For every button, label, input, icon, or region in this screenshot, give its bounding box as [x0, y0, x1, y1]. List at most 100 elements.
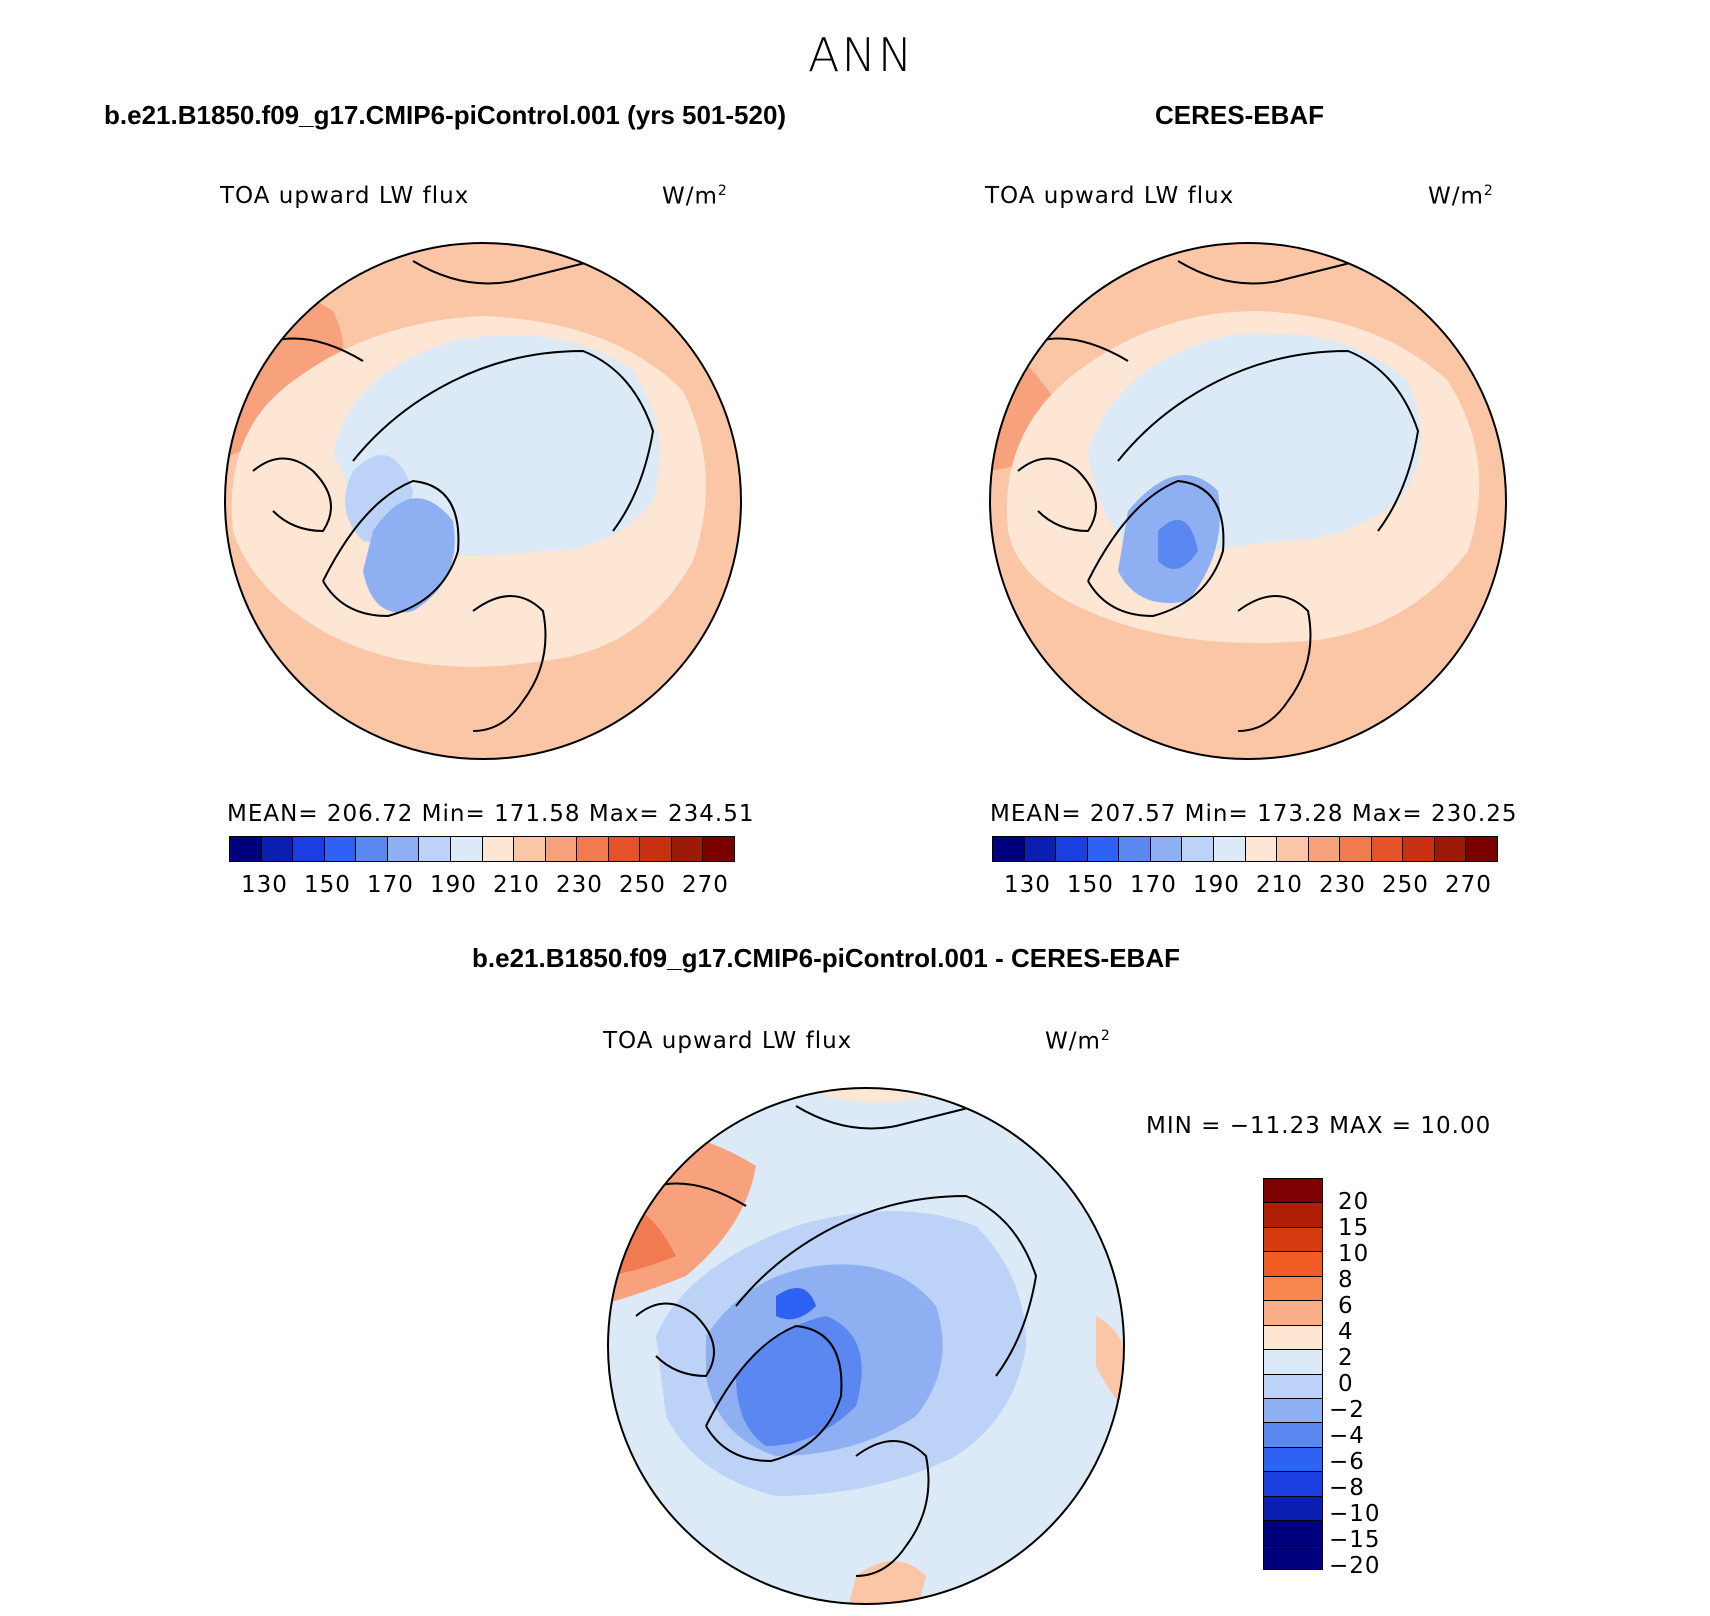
colorbar-swatch — [1024, 837, 1057, 861]
colorbar-swatch — [1056, 837, 1088, 861]
panel-2-colorbar-tick: 130 — [1004, 872, 1051, 898]
colorbar-swatch — [1264, 1276, 1322, 1302]
colorbar-swatch — [1340, 837, 1372, 861]
panel-3-colorbar-tick: 2 — [1338, 1345, 1354, 1371]
colorbar-swatch — [1264, 1179, 1322, 1204]
panel-2-title: CERES-EBAF — [1155, 100, 1325, 130]
panel-3-variable-label: TOA upward LW flux — [603, 1028, 853, 1054]
colorbar-swatch — [671, 837, 704, 861]
colorbar-swatch — [1434, 837, 1467, 861]
panel-1-colorbar-tick: 230 — [556, 872, 603, 898]
panel-2-variable-label: TOA upward LW flux — [985, 183, 1235, 209]
colorbar-swatch — [1264, 1398, 1322, 1424]
panel-1-colorbar-tick: 130 — [241, 872, 288, 898]
panel-3-units-label: W/m2 — [1045, 1028, 1111, 1055]
colorbar-swatch — [545, 837, 578, 861]
panel-3-colorbar-tick: 0 — [1338, 1371, 1354, 1397]
colorbar-swatch — [450, 837, 483, 861]
panel-2-colorbar-tick: 150 — [1067, 872, 1114, 898]
panel-1-colorbar-tick: 150 — [304, 872, 351, 898]
panel-2-colorbar-tick: 250 — [1382, 872, 1429, 898]
panel-1-colorbar-tick: 270 — [682, 872, 729, 898]
colorbar-swatch — [230, 837, 262, 861]
panel-3-colorbar-tick: −2 — [1329, 1397, 1365, 1423]
panel-3-colorbar-tick: 4 — [1338, 1319, 1354, 1345]
colorbar-swatch — [1213, 837, 1246, 861]
panel-2-colorbar — [992, 836, 1498, 862]
colorbar-swatch — [1119, 837, 1151, 861]
colorbar-swatch — [1264, 1301, 1322, 1326]
panel-3-colorbar-tick: −4 — [1329, 1423, 1365, 1449]
colorbar-swatch — [293, 837, 325, 861]
colorbar-swatch — [1264, 1325, 1322, 1351]
panel-3-colorbar-tick: −10 — [1329, 1501, 1381, 1527]
panel-1-contours — [225, 243, 741, 759]
panel-3-title: b.e21.B1850.f09_g17.CMIP6-piControl.001 … — [472, 943, 1180, 973]
colorbar-swatch — [1264, 1203, 1322, 1228]
panel-3-colorbar-tick: 15 — [1338, 1215, 1370, 1241]
colorbar-swatch — [324, 837, 357, 861]
panel-1-title: b.e21.B1850.f09_g17.CMIP6-piControl.001 … — [104, 100, 787, 130]
colorbar-swatch — [514, 837, 546, 861]
colorbar-swatch — [1264, 1472, 1322, 1497]
colorbar-swatch — [1264, 1423, 1322, 1448]
colorbar-swatch — [577, 837, 609, 861]
colorbar-swatch — [1371, 837, 1404, 861]
colorbar-swatch — [1264, 1521, 1322, 1546]
panel-3-polar-map — [607, 1087, 1125, 1605]
panel-2-colorbar-tick: 190 — [1193, 872, 1240, 898]
colorbar-swatch — [1182, 837, 1214, 861]
colorbar-swatch — [261, 837, 294, 861]
colorbar-swatch — [1264, 1496, 1322, 1522]
colorbar-swatch — [1087, 837, 1120, 861]
colorbar-swatch — [1264, 1447, 1322, 1473]
colorbar-swatch — [1150, 837, 1183, 861]
panel-3-colorbar-tick: −15 — [1329, 1527, 1381, 1553]
panel-3-contours — [608, 1088, 1124, 1604]
panel-1-colorbar-tick: 250 — [619, 872, 666, 898]
colorbar-swatch — [419, 837, 451, 861]
panel-2-units-label: W/m2 — [1428, 183, 1494, 210]
colorbar-swatch — [1264, 1227, 1322, 1253]
colorbar-swatch — [482, 837, 515, 861]
panel-3-colorbar-tick: 8 — [1338, 1267, 1354, 1293]
colorbar-swatch — [1264, 1545, 1322, 1569]
panel-1-colorbar-tick: 190 — [430, 872, 477, 898]
panel-1-units-label: W/m2 — [662, 183, 728, 210]
panel-1-stats: MEAN= 206.72 Min= 171.58 Max= 234.51 — [227, 801, 755, 827]
colorbar-swatch — [1466, 837, 1497, 861]
colorbar-swatch — [1264, 1350, 1322, 1375]
panel-2-colorbar-tick: 270 — [1445, 872, 1492, 898]
colorbar-swatch — [1403, 837, 1435, 861]
colorbar-swatch — [1277, 837, 1309, 861]
panel-3-colorbar-tick: −8 — [1329, 1475, 1365, 1501]
colorbar-swatch — [640, 837, 672, 861]
panel-3-colorbar — [1263, 1178, 1323, 1570]
colorbar-swatch — [1245, 837, 1278, 861]
panel-2-colorbar-tick: 170 — [1130, 872, 1177, 898]
panel-3-colorbar-tick: −20 — [1329, 1553, 1381, 1579]
panel-2-stats: MEAN= 207.57 Min= 173.28 Max= 230.25 — [990, 801, 1518, 827]
panel-2-contours — [990, 243, 1506, 759]
colorbar-swatch — [1264, 1252, 1322, 1277]
panel-1-colorbar — [229, 836, 735, 862]
colorbar-swatch — [356, 837, 388, 861]
panel-2-colorbar-tick: 210 — [1256, 872, 1303, 898]
colorbar-swatch — [993, 837, 1025, 861]
panel-1-variable-label: TOA upward LW flux — [220, 183, 470, 209]
panel-3-colorbar-tick: 10 — [1338, 1241, 1370, 1267]
colorbar-swatch — [1308, 837, 1341, 861]
colorbar-swatch — [387, 837, 420, 861]
panel-3-colorbar-tick: 20 — [1338, 1189, 1370, 1215]
panel-3-colorbar-tick: −6 — [1329, 1449, 1365, 1475]
panel-1-colorbar-tick: 210 — [493, 872, 540, 898]
colorbar-swatch — [703, 837, 734, 861]
panel-2-polar-map — [989, 242, 1507, 760]
panel-3-colorbar-tick: 6 — [1338, 1293, 1354, 1319]
panel-1-colorbar-tick: 170 — [367, 872, 414, 898]
figure-title: ANN — [808, 28, 915, 82]
colorbar-swatch — [608, 837, 641, 861]
panel-3-stats: MIN = −11.23 MAX = 10.00 — [1146, 1113, 1492, 1139]
panel-2-coastlines — [1017, 260, 1420, 732]
panel-2-colorbar-tick: 230 — [1319, 872, 1366, 898]
